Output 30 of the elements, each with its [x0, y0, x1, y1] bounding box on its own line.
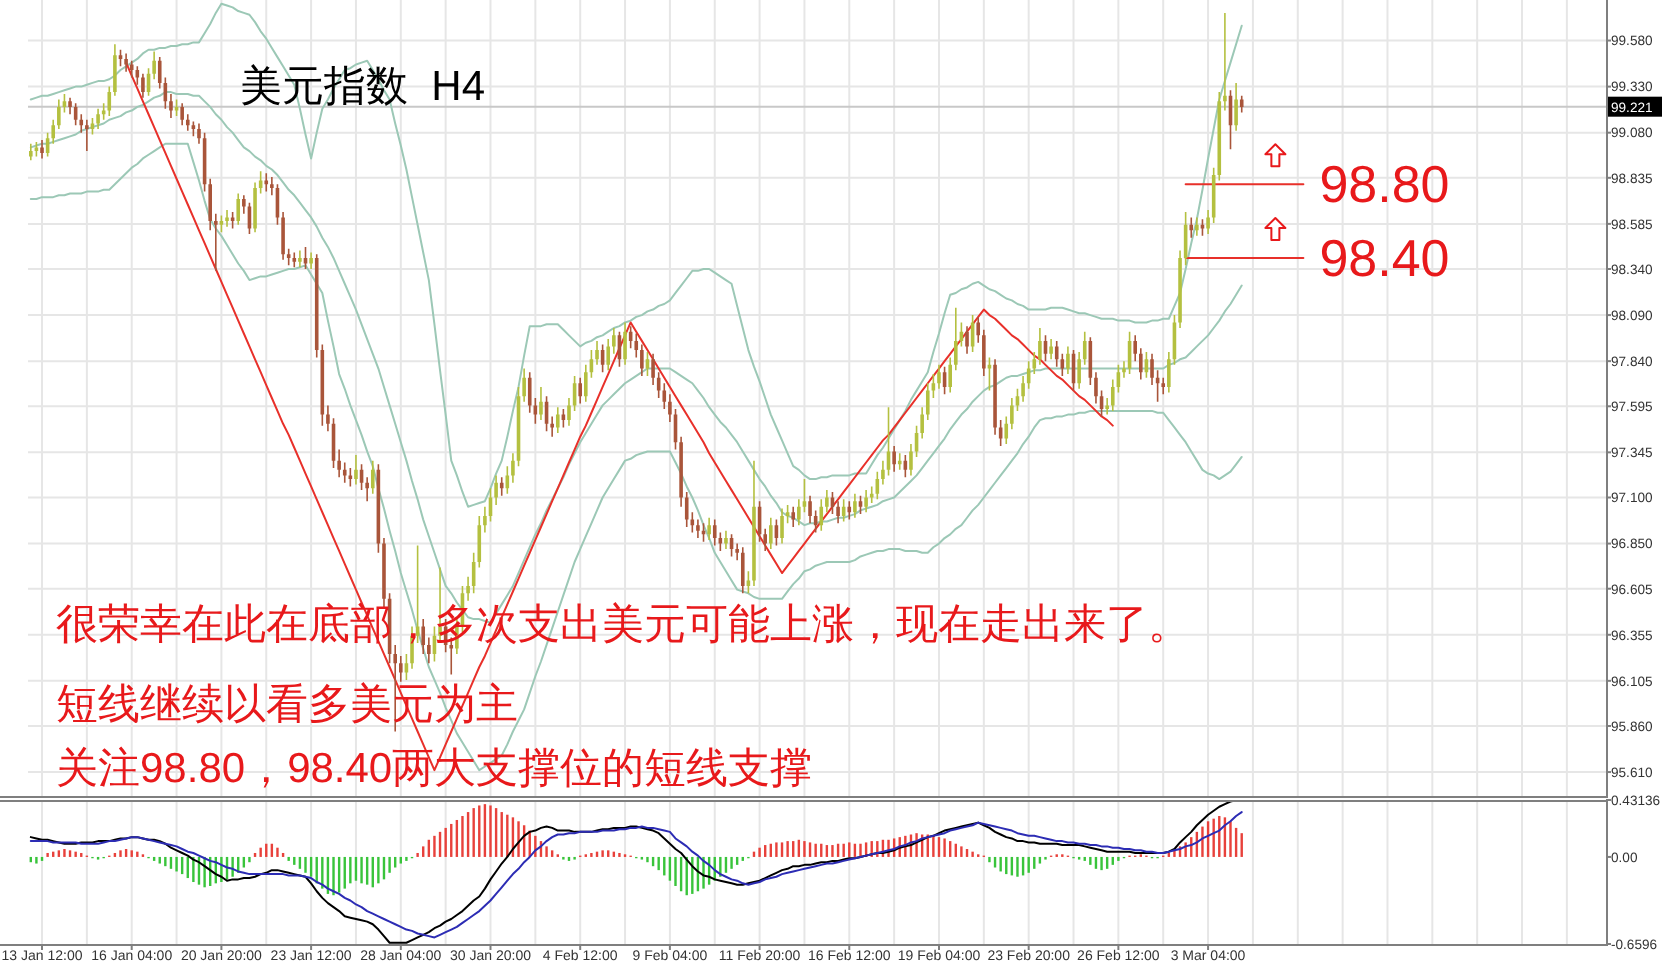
candlestick	[1049, 339, 1053, 360]
candlestick	[707, 517, 711, 540]
candlestick	[724, 530, 728, 550]
candlestick	[539, 386, 543, 421]
candlestick	[499, 477, 504, 496]
annotation: 关注98.80，98.40两大支撑位的短线支撑	[56, 744, 813, 792]
candlestick	[85, 119, 89, 152]
text: 98.80	[1319, 154, 1450, 215]
candlestick	[1161, 377, 1166, 395]
candlestick	[1195, 217, 1199, 236]
candlestick	[124, 53, 128, 72]
candlestick	[864, 490, 868, 513]
candlestick	[298, 250, 302, 268]
candlestick	[853, 493, 857, 518]
candlestick	[897, 453, 902, 470]
text: 98.40	[1319, 227, 1450, 288]
candlestick	[129, 60, 134, 78]
line-series	[29, 2, 1243, 508]
candlestick	[696, 519, 700, 539]
candlestick	[847, 501, 852, 520]
candlestick	[309, 252, 313, 270]
candlestick	[354, 455, 358, 485]
candlestick	[29, 143, 33, 161]
candlestick	[225, 210, 229, 227]
candlestick	[791, 506, 796, 527]
candlestick	[292, 252, 297, 268]
candlestick	[1189, 217, 1194, 238]
text: 美元指数 H4	[240, 64, 486, 110]
candlestick	[264, 173, 269, 192]
candlestick	[40, 140, 44, 159]
